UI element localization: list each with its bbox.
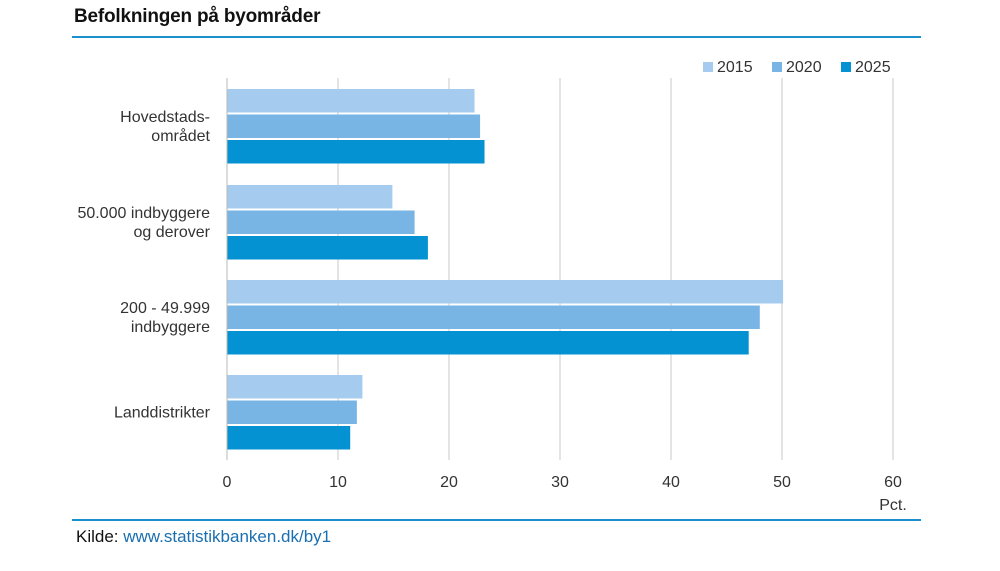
bar-0-2015 (227, 89, 475, 113)
category-label-0-0: Hovedstads- (120, 109, 210, 126)
bar-2-2025 (227, 331, 749, 355)
x-tick-label-40: 40 (662, 474, 680, 491)
x-tick-label-30: 30 (551, 474, 569, 491)
category-label-1-0: 50.000 indbyggere (77, 205, 210, 222)
bar-1-2025 (227, 236, 428, 260)
bar-1-2020 (227, 210, 415, 234)
legend-label-2015: 2015 (717, 59, 753, 76)
bar-3-2025 (227, 426, 351, 450)
x-tick-label-10: 10 (329, 474, 347, 491)
bar-0-2025 (227, 140, 485, 164)
x-tick-label-50: 50 (773, 474, 791, 491)
chart-title: Befolkningen på byområder (74, 6, 321, 27)
source-prefix: Kilde: (76, 527, 124, 546)
bar-3-2015 (227, 375, 363, 399)
x-tick-label-60: 60 (884, 474, 902, 491)
bar-1-2015 (227, 185, 393, 209)
category-label-3-0: Landdistrikter (114, 404, 211, 421)
source-line: Kilde: www.statistikbanken.dk/by1 (76, 527, 331, 547)
bar-2-2015 (227, 280, 784, 304)
bottom-rule (72, 519, 921, 521)
bar-2-2020 (227, 305, 760, 329)
bar-3-2020 (227, 400, 357, 424)
bar-0-2020 (227, 114, 481, 138)
category-label-2-1: indbyggere (131, 319, 210, 336)
x-tick-label-0: 0 (223, 474, 232, 491)
x-tick-label-20: 20 (440, 474, 458, 491)
category-label-2-0: 200 - 49.999 (120, 300, 210, 317)
category-label-0-1: området (151, 127, 210, 145)
legend-label-2020: 2020 (786, 59, 822, 76)
legend-swatch-2015 (703, 62, 713, 72)
x-unit-label: Pct. (879, 497, 907, 514)
source-link[interactable]: www.statistikbanken.dk/by1 (123, 527, 332, 546)
category-label-1-1: og derover (134, 224, 211, 241)
legend-swatch-2020 (772, 62, 782, 72)
top-rule (72, 36, 921, 38)
legend-label-2025: 2025 (855, 59, 891, 76)
legend-swatch-2025 (841, 62, 851, 72)
